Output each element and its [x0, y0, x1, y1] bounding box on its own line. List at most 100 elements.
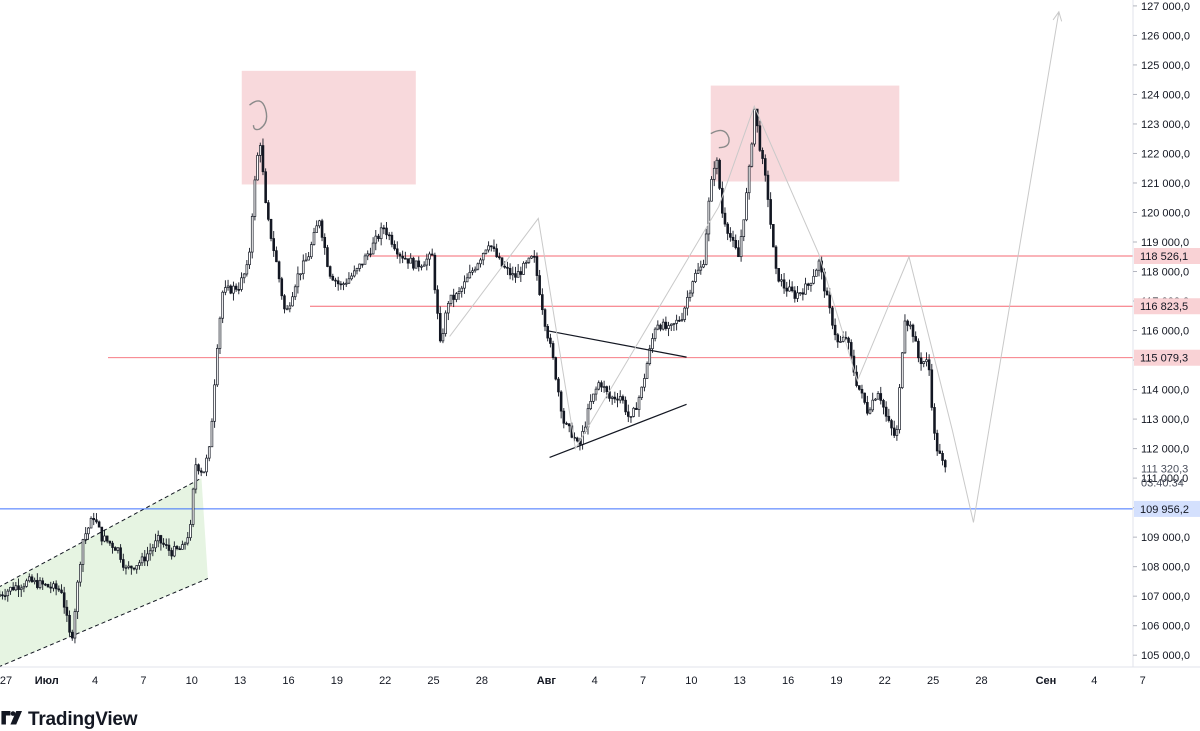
- candle-body: [261, 145, 265, 173]
- candle-body: [148, 550, 152, 555]
- candle-body: [44, 583, 47, 586]
- candle-body: [514, 273, 517, 278]
- candle-body: [753, 108, 756, 145]
- time-tick-label: 4: [92, 675, 98, 687]
- candle-body: [307, 256, 310, 261]
- candle-body: [0, 594, 2, 597]
- candle-body: [914, 336, 917, 342]
- candle-body: [283, 295, 286, 310]
- candle-body: [551, 343, 555, 358]
- candle-body: [686, 297, 689, 309]
- candle-body: [135, 565, 139, 570]
- candle-body: [637, 397, 641, 410]
- candle-body: [917, 340, 920, 359]
- tradingview-logo-icon: [1, 711, 22, 725]
- projection-arrowhead: [1052, 10, 1063, 22]
- candle-body: [769, 199, 772, 225]
- candle-body: [417, 260, 421, 268]
- candle-body: [97, 521, 101, 528]
- candle-body: [30, 576, 34, 583]
- candle-body: [941, 453, 944, 461]
- candle-body: [275, 250, 278, 263]
- price-tick-label: 124 000,0: [1141, 89, 1190, 101]
- candle-body: [718, 159, 721, 189]
- candle-body: [815, 269, 818, 277]
- candle-body: [863, 392, 866, 403]
- candle-body: [661, 321, 665, 330]
- candle-body: [449, 294, 453, 304]
- candle-body: [178, 548, 181, 551]
- ascending-channel-fill: [0, 478, 208, 667]
- time-tick-label: 7: [640, 675, 646, 687]
- candle-body: [60, 589, 63, 594]
- candle-body: [430, 253, 434, 256]
- candle-body: [538, 275, 541, 295]
- candle-body: [806, 283, 810, 286]
- candle-body: [127, 565, 130, 568]
- candle-body: [935, 432, 939, 452]
- candle-body: [216, 348, 219, 386]
- candle-body: [355, 268, 359, 272]
- candle-body: [181, 544, 184, 550]
- candle-body: [473, 268, 477, 272]
- candle-body: [772, 224, 775, 248]
- candle-body: [809, 282, 813, 286]
- candle-body: [385, 227, 388, 236]
- candle-body: [522, 262, 525, 275]
- candle-body: [68, 615, 71, 633]
- candle-body: [640, 386, 644, 398]
- candle-body: [296, 273, 300, 288]
- candle-body: [390, 234, 394, 245]
- candle-body: [164, 544, 168, 546]
- tradingview-brand[interactable]: TradingView: [0, 709, 138, 731]
- candle-body: [704, 233, 708, 265]
- candle-body: [747, 165, 751, 194]
- candle-body: [253, 179, 257, 217]
- candle-body: [406, 258, 410, 264]
- candle-body: [468, 271, 472, 279]
- candle-body: [592, 393, 595, 402]
- candle-body: [344, 282, 348, 285]
- candle-body: [229, 285, 233, 294]
- candle-body: [414, 260, 418, 269]
- candle-body: [213, 384, 216, 422]
- candle-body: [318, 220, 321, 227]
- price-tick-label: 126 000,0: [1141, 30, 1190, 42]
- candle-body: [6, 590, 10, 597]
- candle-body: [527, 257, 531, 263]
- price-tick-label: 106 000,0: [1141, 621, 1190, 633]
- candle-body: [138, 562, 141, 566]
- candle-body: [84, 533, 87, 540]
- candle-body: [535, 256, 539, 276]
- time-tick-label: 19: [830, 675, 842, 687]
- candle-body: [839, 341, 842, 343]
- candle-body: [41, 580, 44, 585]
- level-label-bg-3: [1134, 349, 1200, 366]
- candle-body: [27, 576, 31, 582]
- candle-body: [943, 460, 947, 468]
- candle-body: [457, 291, 461, 295]
- candle-body: [702, 264, 705, 268]
- candle-body: [444, 312, 447, 334]
- candle-body: [14, 585, 18, 591]
- time-tick-label: 4: [1091, 675, 1097, 687]
- candle-body: [358, 263, 361, 269]
- candle-body: [543, 309, 547, 327]
- candle-body: [420, 265, 423, 268]
- candle-body: [447, 303, 450, 314]
- candle-body: [371, 242, 375, 255]
- candle-body: [651, 338, 654, 350]
- candle-body: [1, 594, 4, 597]
- candle-body: [691, 281, 695, 294]
- price-tick-label: 127 000,0: [1141, 1, 1190, 13]
- candle-body: [95, 519, 98, 523]
- candle-body: [409, 257, 412, 264]
- candle-body: [111, 542, 114, 548]
- candle-body: [763, 158, 767, 176]
- candle-body: [353, 270, 356, 277]
- candle-body: [887, 415, 891, 421]
- candle-body: [320, 220, 324, 238]
- candle-body: [92, 518, 96, 521]
